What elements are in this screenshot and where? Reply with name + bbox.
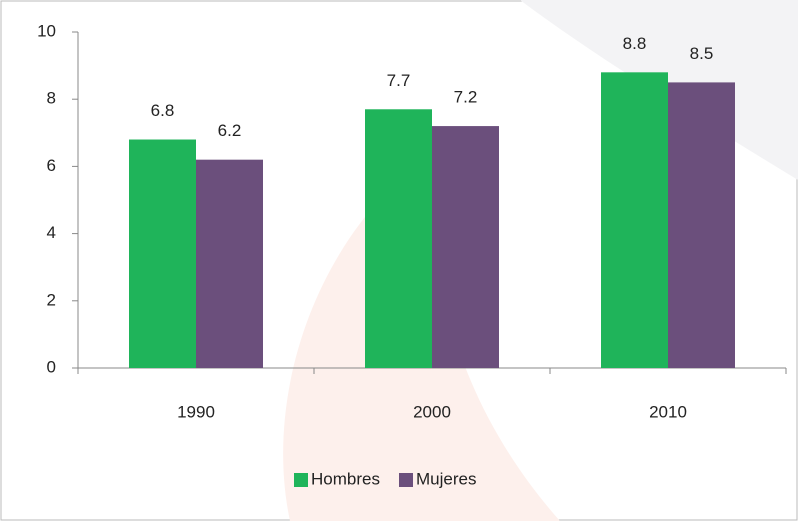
bar — [196, 159, 263, 368]
bar — [668, 82, 735, 369]
value-label: 6.8 — [151, 101, 175, 120]
value-label: 7.7 — [387, 71, 411, 90]
x-tick-label: 2010 — [649, 402, 687, 421]
value-label: 6.2 — [218, 121, 242, 140]
y-tick-label: 2 — [47, 290, 56, 309]
bar — [365, 109, 432, 368]
bar — [129, 139, 196, 368]
y-tick-label: 0 — [47, 357, 56, 376]
y-tick-label: 6 — [47, 156, 56, 175]
legend-swatch — [294, 473, 308, 487]
y-tick-label: 8 — [47, 89, 56, 108]
x-tick-label: 1990 — [177, 402, 215, 421]
legend-swatch — [399, 473, 413, 487]
y-tick-label: 4 — [47, 223, 56, 242]
value-label: 8.5 — [690, 44, 714, 63]
x-tick-label: 2000 — [413, 402, 451, 421]
y-tick-label: 10 — [37, 21, 56, 40]
bar — [601, 72, 668, 368]
value-label: 8.8 — [623, 34, 647, 53]
bar — [432, 126, 499, 368]
legend-label: Hombres — [311, 469, 380, 488]
value-label: 7.2 — [454, 88, 478, 107]
legend-label: Mujeres — [416, 469, 476, 488]
